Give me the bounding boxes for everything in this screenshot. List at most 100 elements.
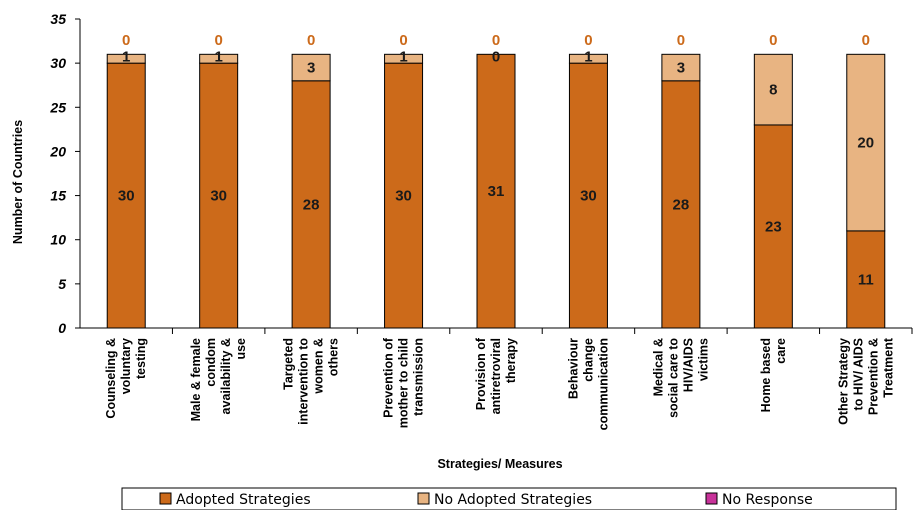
category-label-line: victims (696, 338, 710, 381)
category-label-line: intervention to (297, 338, 311, 425)
data-label-adopted: 31 (488, 183, 505, 200)
data-label-no-adopted: 1 (214, 48, 222, 65)
data-label-no-adopted: 20 (857, 135, 874, 152)
category-label-line: Home based (759, 338, 773, 412)
data-label-no-response: 0 (492, 32, 500, 49)
category-label-line: antiretroviral (489, 338, 503, 414)
y-tick-label: 35 (50, 11, 66, 27)
legend-box (121, 487, 897, 510)
data-label-no-response: 0 (399, 32, 407, 49)
y-tick-label: 20 (49, 143, 66, 159)
bar-no-adopted (384, 53, 424, 64)
category-label-line: therapy (504, 338, 518, 383)
legend-swatch (159, 492, 172, 505)
data-label-adopted: 30 (210, 188, 227, 205)
category-label-line: use (234, 338, 248, 360)
legend: Adopted Strategies No Adopted Strategies N… (121, 487, 897, 510)
category-label: Counseling & voluntary testing (104, 338, 148, 419)
category-label-line: Treatment (881, 337, 895, 398)
legend-label: Adopted Strategies (176, 492, 311, 508)
category-label: Medical & social care to HIV/AIDS victims (651, 338, 710, 418)
data-label-no-adopted: 1 (399, 48, 407, 65)
data-label-no-response: 0 (307, 32, 315, 49)
bar-no-adopted (661, 53, 701, 82)
category-label: Home based care (759, 338, 788, 412)
bar-adopted (384, 62, 424, 329)
data-label-adopted: 28 (303, 196, 320, 213)
category-label: Male & female condom availability & use (189, 338, 248, 421)
category-label-line: to HIV/ AIDS (851, 338, 865, 410)
bar-adopted (846, 230, 886, 329)
category-label: Targeted intervention to women & others (282, 338, 341, 425)
category-label-line: Prevention & (866, 338, 880, 415)
category-label-line: Counseling & (104, 338, 118, 419)
category-label-line: Prevention of (382, 337, 396, 418)
data-label-no-response: 0 (862, 32, 870, 49)
bar-adopted (661, 80, 701, 329)
x-axis-title: Strategies/ Measures (437, 457, 562, 471)
bar-adopted (568, 62, 608, 329)
bar-no-adopted (753, 53, 793, 126)
category-labels: Counseling & voluntary testing Male & femal… (104, 337, 895, 430)
bar-no-adopted (199, 53, 239, 64)
category-label-line: Male & female (189, 338, 203, 421)
category-label-line: social care to (666, 338, 680, 418)
y-tick-label: 10 (50, 232, 66, 248)
category-label-line: testing (134, 338, 148, 379)
data-label-no-adopted: 0 (492, 48, 500, 65)
data-label-no-response: 0 (584, 32, 592, 49)
legend-label: No Response (722, 492, 813, 508)
category-label: Behaviour change communication (566, 338, 610, 430)
category-label-line: Targeted (282, 338, 296, 390)
bar-adopted (476, 53, 516, 329)
data-label-adopted: 11 (858, 271, 874, 288)
bar-no-adopted (106, 53, 146, 64)
data-label-no-response: 0 (122, 32, 130, 49)
category-label-line: care (774, 338, 788, 364)
category-label-line: HIV/AIDS (681, 338, 695, 392)
data-label-no-adopted: 8 (769, 82, 777, 99)
data-label-no-adopted: 3 (307, 60, 315, 77)
bar-adopted (291, 80, 331, 329)
data-label-no-adopted: 1 (122, 48, 130, 65)
data-label-no-response: 0 (677, 32, 685, 49)
legend-swatch (705, 492, 718, 505)
data-label-no-adopted: 1 (584, 48, 592, 65)
data-label-no-response: 0 (214, 32, 222, 49)
category-label: Provision of antiretroviral therapy (474, 337, 518, 414)
category-label-line: voluntary (119, 338, 133, 394)
bar-no-adopted (846, 53, 886, 232)
legend-swatch (417, 492, 430, 505)
y-tick-label: 15 (50, 188, 66, 204)
data-label-adopted: 30 (118, 188, 135, 205)
data-label-adopted: 28 (673, 196, 690, 213)
x-axis (80, 327, 913, 334)
y-axis: 0 5 10 15 20 25 30 35 (49, 11, 81, 336)
category-label-line: others (327, 338, 341, 376)
category-label-line: change (581, 338, 595, 382)
category-label-line: Provision of (474, 337, 488, 410)
data-label-no-response: 0 (769, 32, 777, 49)
category-label-line: availability & (219, 338, 233, 414)
bars (106, 53, 886, 329)
y-tick-label: 25 (49, 99, 66, 115)
category-label-line: women & (312, 338, 326, 395)
bar-no-adopted (568, 53, 608, 64)
category-label-line: transmission (412, 338, 426, 416)
y-tick-label: 5 (58, 276, 66, 292)
y-axis-title: Number of Countries (11, 120, 25, 244)
category-label-line: Behaviour (566, 338, 580, 399)
category-label-line: condom (204, 338, 218, 387)
category-label: Other Strategy to HIV/ AIDS Prevention & Tr… (836, 337, 895, 425)
data-label-adopted: 30 (580, 188, 597, 205)
y-tick-label: 0 (58, 320, 66, 336)
bar-adopted (753, 124, 793, 329)
data-label-adopted: 23 (765, 218, 782, 235)
bar-no-adopted (291, 53, 331, 82)
legend-label: No Adopted Strategies (434, 492, 592, 508)
data-label-no-adopted: 3 (677, 60, 685, 77)
category-label-line: Medical & (651, 338, 665, 396)
category-label: Prevention of mother to child transmission (382, 337, 426, 428)
